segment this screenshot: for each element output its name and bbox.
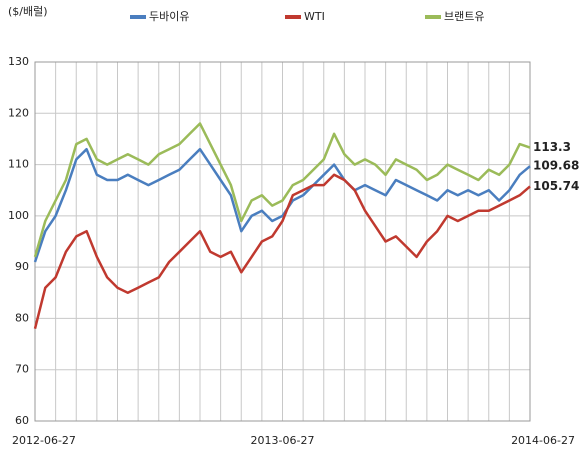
y-tick-label: 110 [8,158,29,171]
series-line [33,122,531,258]
y-tick-label: 120 [8,106,29,119]
x-tick-label: 2013-06-27 [251,434,315,447]
y-tick-label: 100 [8,209,29,222]
legend-label: 두바이유 [149,10,189,23]
legend-label: 브랜트유 [444,10,484,23]
legend-swatch [285,15,301,19]
x-tick-label: 2014-06-27 [511,434,575,447]
y-tick-label: 90 [15,260,29,273]
y-axis-label: ($/배럴) [8,5,48,18]
legend-swatch [425,15,441,19]
series-line [33,147,531,263]
series-line [33,173,531,330]
y-tick-label: 60 [15,414,29,427]
legend-label: WTI [304,10,325,23]
y-tick-label: 130 [8,55,29,68]
y-tick-label: 80 [15,311,29,324]
x-tick-label: 2012-06-27 [12,434,76,447]
plot-frame [34,61,531,422]
y-tick-label: 70 [15,363,29,376]
end-value-label: 113.3 [533,140,571,154]
end-value-label: 105.74 [533,179,579,193]
legend-swatch [130,15,146,19]
end-value-label: 109.68 [533,159,579,173]
